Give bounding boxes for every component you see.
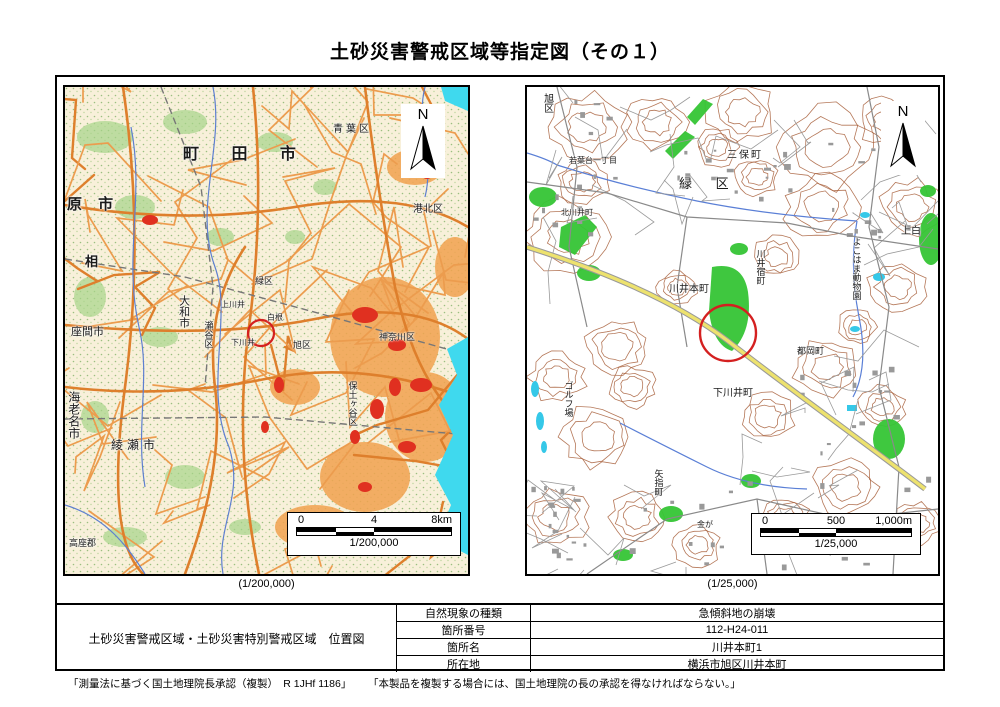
table-value-cell: 112-H24-011 (531, 621, 943, 638)
table-value-cell: 川井本町1 (531, 638, 943, 655)
left-map-caption: (1/200,000) (238, 578, 295, 590)
map-right-panel: 旭区 若葉台一丁目 三保町緑 区上白 北川井町 川井本町 川井宿町 よこはま動物園 都岡町 下川… (525, 85, 940, 576)
water-bodies (435, 87, 468, 555)
table-key-cell: 箇所名 (397, 638, 531, 655)
scale-ratio: 1/25,000 (814, 538, 858, 550)
table-value-cell: 横浜市旭区川井本町 (531, 655, 943, 672)
scale-tick: 0 (298, 514, 305, 526)
scale-bar: 0 4 8km 1/200,000 (287, 512, 461, 556)
highway-route16 (527, 244, 927, 492)
rivers (65, 87, 429, 574)
scale-bar: 0 500 1,000m 1/25,000 (751, 513, 921, 555)
site-marker-circle (698, 303, 758, 363)
site-marker-circle (246, 318, 276, 348)
north-label: N (417, 106, 429, 123)
scale-tick: 500 (826, 515, 846, 527)
right-map-caption: (1/25,000) (707, 578, 758, 590)
scale-bar-graphic (296, 527, 452, 536)
scale-bar-graphic (760, 528, 912, 537)
scale-tick: 8km (431, 514, 452, 526)
info-table: 土砂災害警戒区域・土砂災害特別警戒区域 位置図 自然現象の種類 急傾斜地の崩壊 … (55, 603, 945, 672)
figure-frame: 町 田 市原 市相大和市 座間市 海老名市 綾瀬市 高座郡 青葉区 港北区 緑区 上川井 白根 下川… (55, 75, 945, 605)
dense-urban-patches (142, 171, 432, 543)
table-value-cell: 急傾斜地の崩壊 (698, 608, 776, 620)
scale-ratio: 1/200,000 (349, 537, 399, 549)
scale-tick: 4 (370, 514, 378, 526)
north-label: N (897, 103, 909, 120)
right-map-graphic (527, 87, 938, 574)
table-key-cell: 所在地 (397, 655, 531, 672)
table-key-cell: 自然現象の種類 (397, 605, 531, 621)
map-document-title: 土砂災害警戒区域・土砂災害特別警戒区域 位置図 (57, 605, 397, 672)
north-arrow-icon (410, 126, 436, 171)
streams (527, 152, 864, 490)
page-title: 土砂災害警戒区域等指定図（その１） (329, 42, 670, 63)
scale-tick: 1,000m (875, 515, 912, 527)
scale-tick: 0 (762, 515, 769, 527)
table-key-cell: 箇所番号 (397, 621, 531, 638)
north-arrow: N (401, 104, 445, 178)
left-map-graphic (65, 87, 468, 574)
railways (65, 87, 468, 436)
survey-approval-note: 「測量法に基づく国土地理院長承認（複製） R 1JHf 1186」 (68, 678, 352, 690)
north-arrow-icon (890, 123, 916, 168)
north-arrow: N (881, 101, 925, 175)
reproduction-note: 「本製品を複製する場合には、国土地理院の長の承認を得なければならない。」 (368, 678, 741, 690)
map-left-panel: 町 田 市原 市相大和市 座間市 海老名市 綾瀬市 高座郡 青葉区 港北区 緑区 上川井 白根 下川… (63, 85, 470, 576)
